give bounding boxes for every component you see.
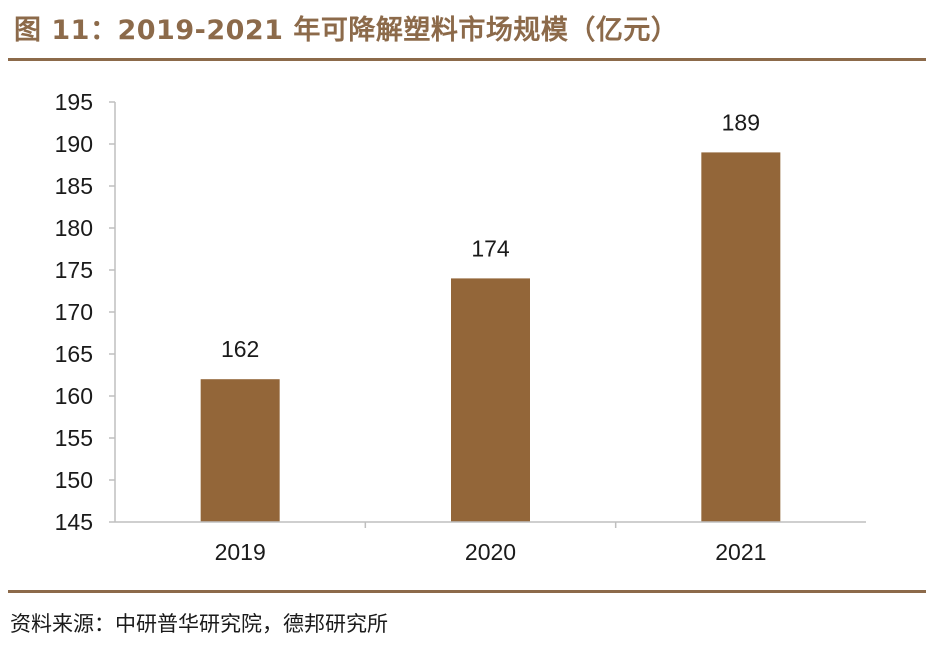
bar-chart: 145 150 155 160 165 170 175 180 185 190 195 162 174…: [55, 89, 866, 565]
source-note: 资料来源：中研普华研究院，德邦研究所: [10, 612, 388, 636]
x-axis: 2019 2020 2021: [115, 521, 866, 565]
y-tick-label: 160: [55, 383, 93, 409]
x-tick-label: 2021: [715, 539, 766, 565]
y-tick-label: 145: [55, 509, 93, 535]
bar: [200, 379, 280, 522]
y-axis: 145 150 155 160 165 170 175 180 185 190 195: [55, 89, 116, 535]
bars: 162 174 189: [200, 109, 781, 522]
x-tick-label: 2019: [215, 539, 266, 565]
y-tick-label: 180: [55, 215, 93, 241]
data-label: 162: [221, 336, 259, 362]
bar: [701, 152, 781, 522]
bar: [451, 278, 530, 522]
y-tick-label: 170: [55, 299, 93, 325]
y-tick-label: 190: [55, 131, 93, 157]
y-tick-label: 150: [55, 467, 93, 493]
y-tick-label: 165: [55, 341, 93, 367]
y-tick-label: 175: [55, 257, 93, 283]
data-label: 174: [471, 235, 510, 261]
footer-divider: [8, 590, 926, 593]
x-tick-label: 2020: [465, 539, 516, 565]
title-divider: [8, 58, 926, 61]
figure-title: 图 11：2019-2021 年可降解塑料市场规模（亿元）: [14, 15, 679, 46]
y-tick-label: 195: [55, 89, 93, 115]
y-tick-label: 185: [55, 173, 93, 199]
data-label: 189: [722, 109, 760, 135]
y-tick-label: 155: [55, 425, 93, 451]
